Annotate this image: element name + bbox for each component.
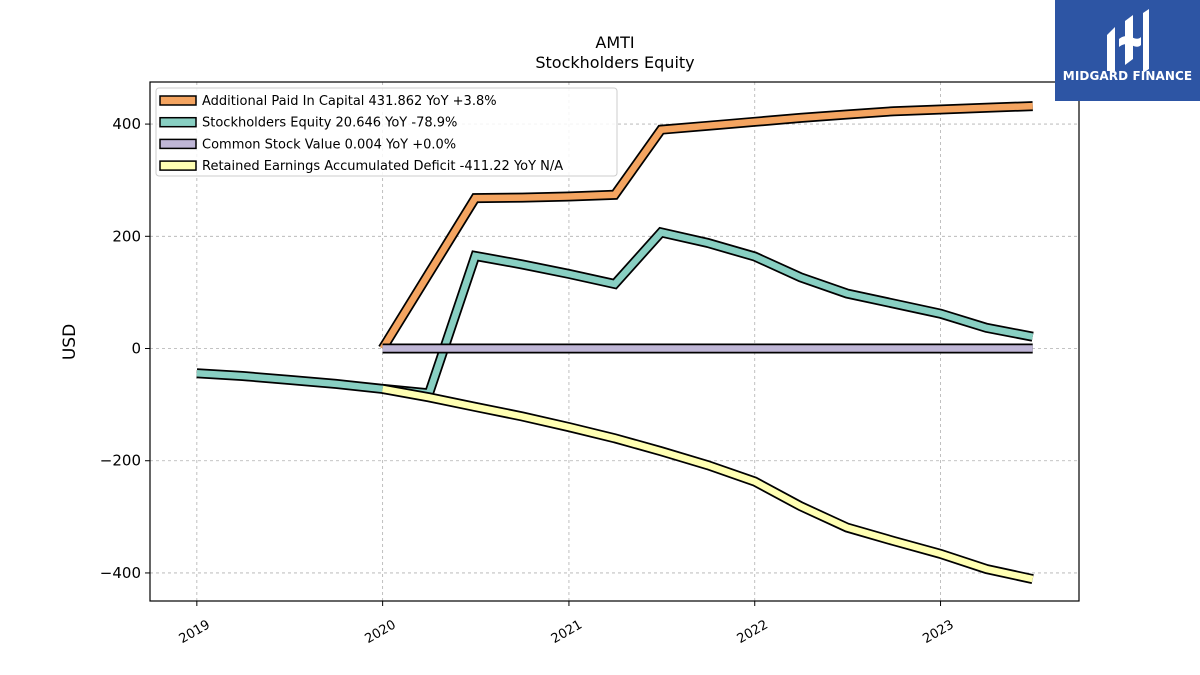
chart-subtitle: Stockholders Equity [535,53,694,72]
legend-swatch [159,160,197,171]
x-tick-label: 2021 [549,617,585,647]
legend-label: Retained Earnings Accumulated Deficit -4… [202,159,563,174]
x-tick-label: 2022 [735,617,771,647]
x-tick-label: 2019 [177,617,213,647]
logo-mark-icon [1107,9,1149,73]
legend-label: Common Stock Value 0.004 YoY +0.0% [202,137,456,152]
x-tick-label: 2020 [362,617,398,647]
legend: Additional Paid In Capital 431.862 YoY +… [155,87,618,177]
brand-logo: MIDGARD FINANCE [1055,0,1200,101]
brand-name: MIDGARD FINANCE [1062,69,1193,83]
legend-label: Stockholders Equity 20.646 YoY -78.9% [202,116,457,131]
legend-box [155,87,618,177]
legend-swatch [159,138,197,150]
x-tick-label: 2023 [920,617,956,647]
series-outline-1 [196,226,1034,399]
y-tick-label: 200 [112,227,141,245]
series-lines [196,101,1034,584]
series-line-3 [382,385,1034,583]
series-line-1 [196,228,1034,397]
legend-swatch [159,116,197,128]
y-tick-label: −400 [100,564,141,582]
chart-title: AMTI [595,33,634,52]
y-axis-label: USD [60,324,80,360]
plot-frame [149,81,1080,602]
y-tick-label: −200 [100,452,141,470]
legend-swatch [159,95,197,106]
legend-label: Additional Paid In Capital 431.862 YoY +… [202,94,497,109]
series-line-0 [379,102,1033,351]
y-tick-label: 400 [112,115,141,133]
y-tick-label: 0 [131,340,141,358]
